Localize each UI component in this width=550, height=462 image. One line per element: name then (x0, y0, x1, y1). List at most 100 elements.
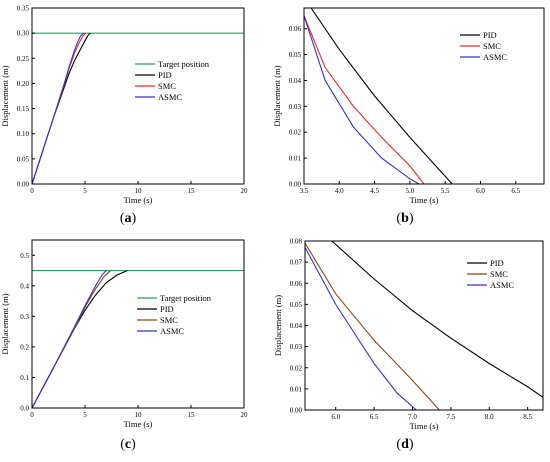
y-tick-label: 0.05 (17, 155, 30, 163)
y-tick-label: 0.05 (290, 301, 303, 309)
y-tick-label: 0.0 (20, 405, 29, 413)
x-tick-label: 15 (188, 187, 196, 195)
panel-label-part: d (401, 437, 409, 452)
panel-label-part: ( (120, 211, 125, 226)
panel-label-part: ) (409, 437, 414, 452)
x-tick-label: 10 (135, 411, 143, 419)
chart-panel-c: 0 5 10 15 20 0.0 0.1 0.2 0.3 0.4 0.5 Time (s) Displa… (0, 239, 249, 452)
x-tick-label: 4.0 (335, 187, 344, 195)
x-axis-label: Time (s) (410, 421, 439, 431)
x-tick-label: 10 (135, 187, 143, 195)
chart-panel-a: 0 5 10 15 20 0.00 0.05 0.10 0.15 0.20 0.25 0.30 0.35… (0, 5, 248, 227)
panel-label-part: ) (409, 211, 414, 226)
x-tick-label: 5.5 (441, 187, 450, 195)
y-axis-label: Displacement (m) (0, 293, 10, 354)
legend-entry: ASMC (490, 280, 514, 290)
y-axis-label: Displacement (m) (272, 65, 282, 126)
x-tick-label: 6.0 (476, 187, 485, 195)
panel-label-part: b (401, 211, 409, 226)
series-line-pid (331, 241, 543, 398)
series-line-smc (305, 242, 440, 410)
y-tick-label: 0.4 (20, 282, 29, 290)
panel-label-part: ( (120, 437, 125, 452)
x-tick-label: 6.5 (370, 413, 379, 421)
legend-entry: Target position (160, 293, 212, 303)
y-tick-label: 0.05 (289, 51, 302, 59)
y-tick-label: 0.00 (290, 407, 303, 415)
x-tick-label: 8.5 (523, 413, 532, 421)
legend-entry: ASMC (483, 52, 507, 62)
y-tick-label: 0.00 (17, 181, 30, 189)
plot-frame (31, 7, 245, 185)
series-line-asmc (32, 32, 85, 184)
legend-entry: SMC (160, 315, 178, 325)
y-tick-label: 0.06 (289, 25, 302, 33)
x-tick-label: 5.0 (406, 187, 415, 195)
legend-entry: ASMC (160, 326, 184, 336)
panel-label: (b) (396, 211, 413, 226)
y-tick-label: 0.04 (289, 77, 302, 85)
series-line-asmc (305, 247, 417, 410)
y-axis-label: Displacement (m) (273, 295, 283, 356)
y-tick-label: 0.01 (290, 385, 303, 393)
plot-frame (304, 240, 544, 411)
y-tick-label: 0.3 (20, 313, 29, 321)
panel-label-part: a (125, 211, 132, 226)
x-tick-label: 3.5 (300, 187, 309, 195)
panel-label: (a) (120, 211, 137, 226)
series-line-smc (304, 15, 425, 184)
y-tick-label: 0.07 (290, 259, 303, 267)
x-tick-label: 7.0 (408, 413, 417, 421)
x-tick-label: 20 (241, 187, 249, 195)
y-tick-label: 0.02 (289, 129, 302, 137)
y-tick-label: 0.15 (17, 105, 30, 113)
x-axis-label: Time (s) (124, 419, 153, 429)
x-tick-label: 20 (241, 411, 249, 419)
x-tick-label: 5 (83, 187, 87, 195)
y-tick-label: 0.03 (289, 103, 302, 111)
y-tick-label: 0.00 (289, 181, 302, 189)
x-tick-label: 8.0 (485, 413, 494, 421)
x-tick-label: 6.0 (331, 413, 340, 421)
legend-entry: SMC (158, 81, 176, 91)
y-tick-label: 0.01 (289, 155, 302, 163)
x-tick-label: 0 (30, 187, 34, 195)
y-tick-label: 0.20 (17, 80, 30, 88)
y-tick-label: 0.35 (17, 5, 30, 13)
chart-panel-b: 3.5 4.0 4.5 5.0 5.5 6.0 6.5 0.00 0.01 0.02 0.03 0.0… (272, 7, 545, 226)
x-tick-label: 5 (83, 411, 87, 419)
panel-label: (d) (396, 437, 413, 452)
panel-label-part: ) (132, 211, 137, 226)
panel-label: (c) (120, 437, 136, 452)
panel-label-part: ( (396, 211, 401, 226)
legend-entry: SMC (483, 41, 501, 51)
series-line-pid (310, 8, 453, 184)
plot-frame (303, 7, 545, 185)
y-tick-label: 0.5 (20, 252, 29, 260)
y-tick-label: 0.08 (290, 238, 303, 246)
legend-entry: PID (490, 258, 504, 268)
chart-panel-d: 6.0 6.5 7.0 7.5 8.0 8.5 0.00 0.01 0.02 0.03 0.04 0.… (273, 238, 544, 452)
x-tick-label: 6.5 (511, 187, 520, 195)
y-tick-label: 0.03 (290, 343, 303, 351)
y-tick-label: 0.02 (290, 364, 303, 372)
legend-entry: Target position (158, 59, 210, 69)
x-axis-label: Time (s) (124, 195, 153, 205)
y-tick-label: 0.2 (20, 343, 29, 351)
x-axis-label: Time (s) (410, 195, 439, 205)
x-tick-label: 0 (30, 411, 34, 419)
legend-entry: ASMC (158, 92, 182, 102)
y-tick-label: 0.10 (17, 130, 30, 138)
y-tick-label: 0.06 (290, 280, 303, 288)
legend-entry: PID (160, 304, 174, 314)
y-tick-label: 0.1 (20, 374, 29, 382)
series-line-pid (32, 32, 91, 184)
plot-frame (31, 239, 245, 409)
y-axis-label: Displacement (m) (0, 65, 10, 126)
x-tick-label: 4.5 (370, 187, 379, 195)
y-tick-label: 0.30 (17, 30, 30, 38)
panel-label-part: ( (396, 437, 401, 452)
series-line-asmc (304, 15, 420, 184)
panel-label-part: c (125, 437, 131, 452)
